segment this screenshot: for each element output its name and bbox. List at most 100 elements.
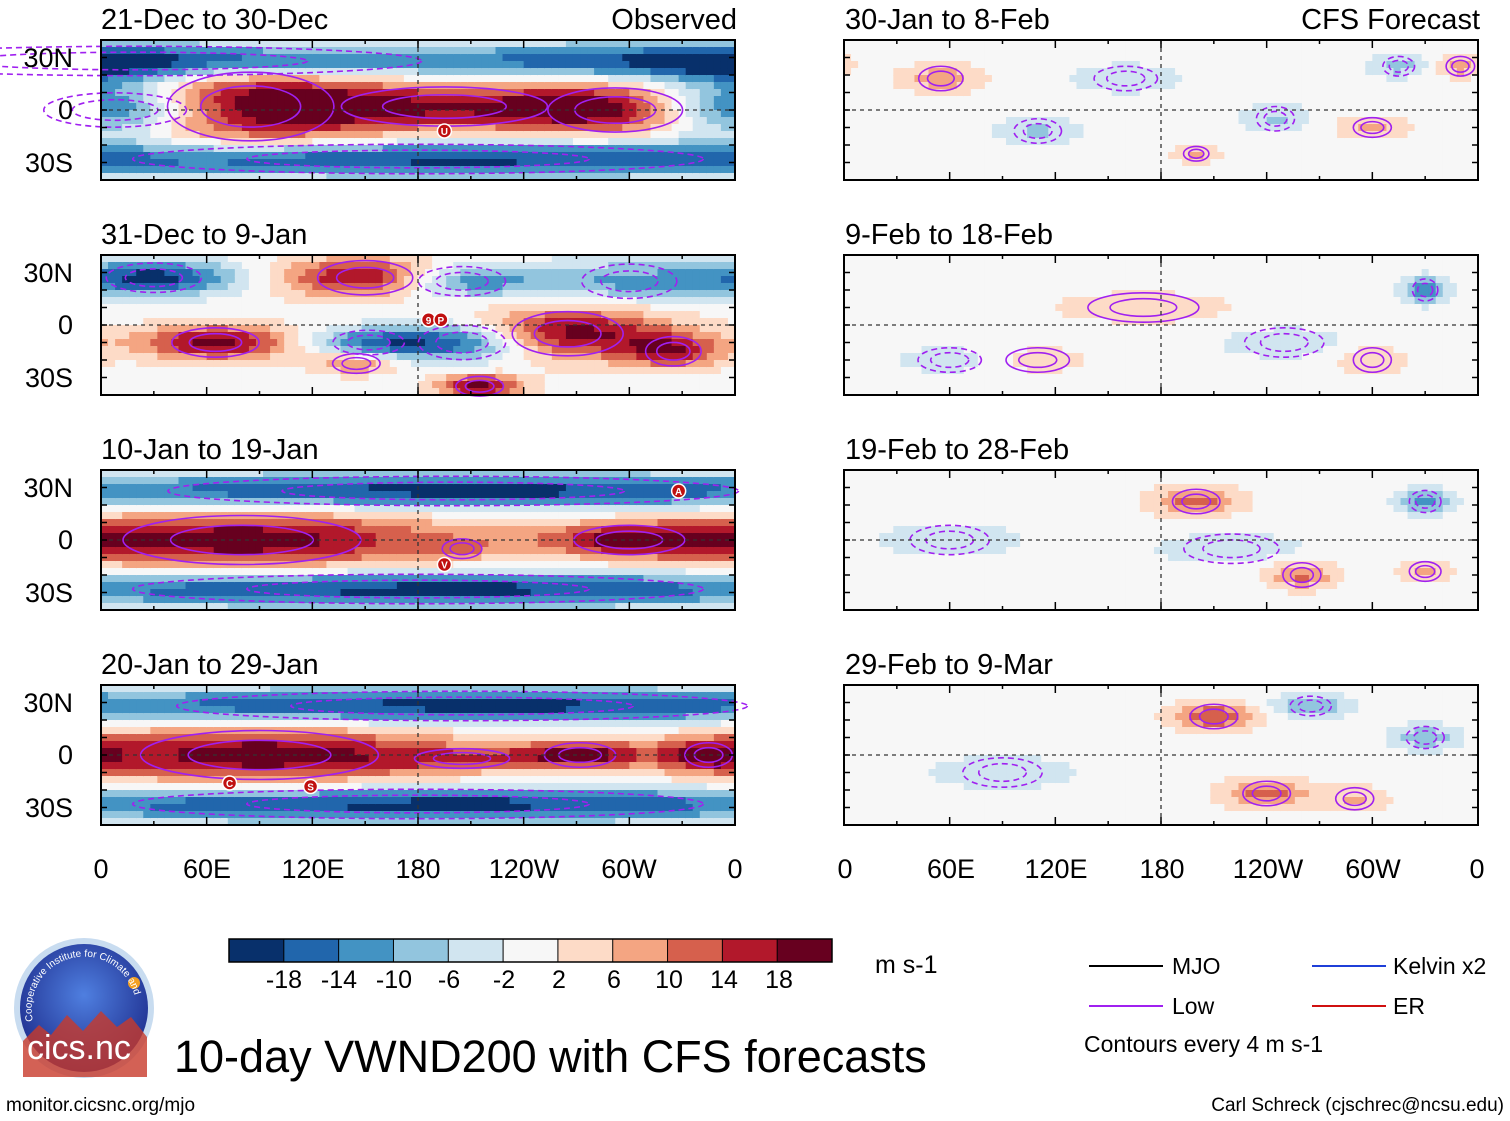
heat-cell <box>418 470 426 478</box>
heat-cell <box>587 54 595 62</box>
heat-cell <box>270 589 278 597</box>
heat-cell <box>143 255 151 263</box>
heat-cell <box>382 381 391 389</box>
heat-cell <box>270 117 278 125</box>
heat-cell <box>389 103 398 111</box>
heat-cell <box>410 533 419 541</box>
contour-line <box>124 268 184 288</box>
heat-cell <box>671 82 680 90</box>
heat-cell <box>115 297 123 305</box>
heat-cell <box>530 47 539 55</box>
heat-cell <box>516 498 525 506</box>
heat-cell <box>396 269 405 277</box>
heat-cell <box>143 262 151 270</box>
heat-cell <box>516 75 525 83</box>
heat-cell <box>495 255 504 263</box>
heat-cell <box>389 477 398 485</box>
heat-cell <box>657 47 666 55</box>
heat-cell <box>474 498 482 506</box>
heat-cell <box>615 152 623 160</box>
heat-cell <box>340 159 349 167</box>
heat-cell <box>305 117 313 125</box>
heat-cell <box>439 61 447 69</box>
heat-cell <box>587 346 595 354</box>
heat-cell <box>713 61 722 69</box>
heat-cell <box>580 124 588 132</box>
heat-cell <box>685 311 694 319</box>
heat-cell <box>699 304 708 312</box>
heat-cell <box>713 255 722 263</box>
heat-cell <box>333 269 342 277</box>
heat-cell <box>291 152 299 160</box>
heat-cell <box>270 138 278 146</box>
heat-cell <box>368 470 377 478</box>
heat-cell <box>185 110 194 118</box>
heat-cell <box>108 360 116 368</box>
heat-cell <box>361 131 370 139</box>
heat-cell <box>685 381 694 389</box>
heat-cell <box>220 304 229 312</box>
heat-cell <box>622 96 630 104</box>
heat-cell <box>185 505 194 513</box>
heat-cell <box>234 145 243 153</box>
heat-cell <box>199 82 208 90</box>
heat-cell <box>706 117 715 125</box>
heat-cell <box>481 470 490 478</box>
heat-cell <box>608 374 616 382</box>
heat-cell <box>277 388 285 396</box>
heat-cell <box>368 512 377 520</box>
heat-cell <box>368 138 377 146</box>
heat-cell <box>495 276 504 284</box>
heat-cell <box>389 173 398 181</box>
heat-cell <box>284 367 292 375</box>
heat-cell <box>706 61 715 69</box>
heat-cell <box>241 568 250 576</box>
heat-cell <box>199 54 208 62</box>
heat-cell <box>361 519 370 527</box>
heat-cell <box>368 311 377 319</box>
heat-cell <box>727 61 736 69</box>
heat-cell <box>594 346 602 354</box>
heat-cell <box>171 526 180 534</box>
heat-cell <box>389 145 398 153</box>
heat-cell <box>248 47 257 55</box>
heat-cell <box>291 484 299 492</box>
heat-cell <box>305 131 313 139</box>
heat-cell <box>115 131 123 139</box>
heat-cell <box>551 89 560 97</box>
heat-cell <box>241 262 250 270</box>
heat-cell <box>122 388 130 396</box>
heat-cell <box>678 346 687 354</box>
heat-cell <box>530 568 539 576</box>
heat-cell <box>418 367 426 375</box>
heat-cell <box>291 89 299 97</box>
heat-cell <box>657 159 666 167</box>
heat-cell <box>706 318 715 326</box>
heat-cell <box>284 68 292 76</box>
heat-cell <box>129 533 137 541</box>
heat-cell <box>319 491 328 499</box>
heat-cell <box>234 61 243 69</box>
heat-cell <box>298 526 306 534</box>
heat-cell <box>657 346 666 354</box>
heat-cell <box>615 269 623 277</box>
heat-cell <box>615 360 623 368</box>
heat-cell <box>453 519 461 527</box>
heat-cell <box>199 388 208 396</box>
heat-cell <box>495 505 504 513</box>
heat-cell <box>558 297 567 305</box>
heat-cell <box>629 166 637 174</box>
heat-cell <box>122 68 130 76</box>
heat-cell <box>291 255 299 263</box>
heat-cell <box>530 575 539 583</box>
heat-cell <box>467 47 475 55</box>
heat-cell <box>650 304 659 312</box>
heat-cell <box>629 381 637 389</box>
heat-cell <box>580 152 588 160</box>
heat-cell <box>220 575 229 583</box>
heat-cell <box>129 346 137 354</box>
heat-cell <box>368 561 377 569</box>
heat-cell <box>622 110 630 118</box>
heat-cell <box>727 360 736 368</box>
heat-cell <box>439 484 447 492</box>
